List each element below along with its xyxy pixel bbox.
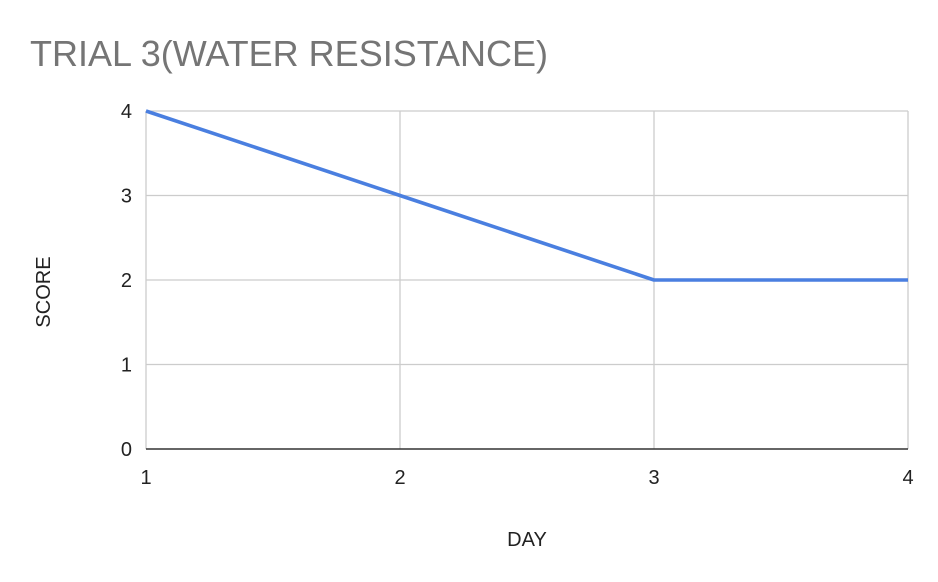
x-axis-title: DAY: [507, 529, 547, 551]
x-tick-label: 2: [394, 467, 405, 489]
y-axis-title: SCORE: [33, 256, 55, 327]
x-tick-label: 3: [648, 467, 659, 489]
y-tick-label: 3: [121, 186, 132, 208]
y-axis-ticks: 0 1 2 3 4: [121, 101, 132, 461]
x-axis-ticks: 1 2 3 4: [140, 467, 913, 489]
y-tick-label: 1: [121, 355, 132, 377]
y-tick-label: 4: [121, 101, 132, 123]
x-tick-label: 1: [140, 467, 151, 489]
chart-title: TRIAL 3(WATER RESISTANCE): [30, 33, 548, 74]
x-tick-label: 4: [902, 467, 913, 489]
y-tick-label: 0: [121, 439, 132, 461]
grid: [145, 110, 909, 450]
y-tick-label: 2: [121, 270, 132, 292]
series-line: [145, 109, 908, 282]
series: [145, 109, 909, 282]
